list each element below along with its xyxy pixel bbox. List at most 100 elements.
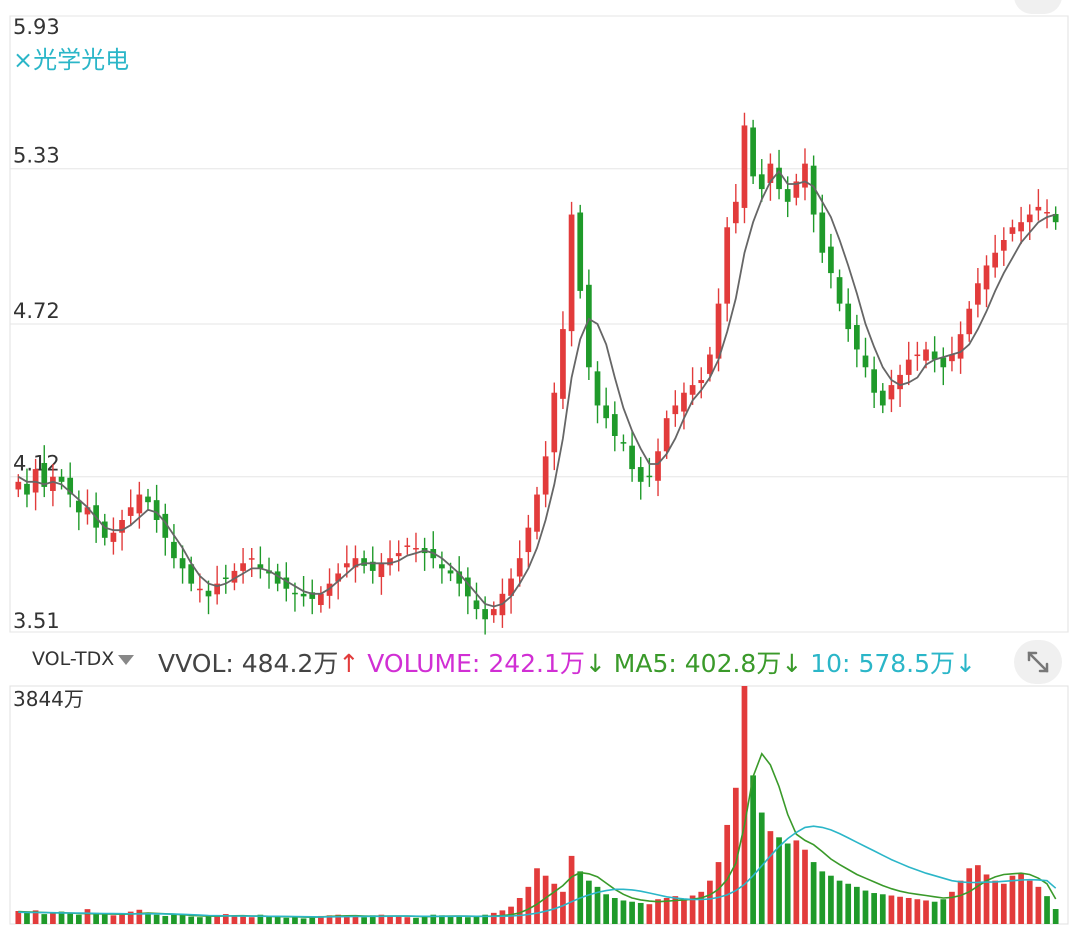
candle: [940, 357, 947, 368]
candle: [663, 418, 670, 452]
candle: [127, 507, 134, 516]
volume-bar: [231, 915, 238, 924]
volume-bar: [646, 904, 653, 924]
candle: [707, 354, 713, 374]
volume-bar: [335, 914, 342, 924]
vvol-arrow: ↑: [338, 649, 360, 678]
volume-bar: [309, 916, 316, 924]
candle: [975, 283, 981, 305]
volume-bar: [975, 865, 981, 924]
volume-bar: [222, 914, 229, 924]
candle: [888, 385, 895, 400]
volume-ma10-line: [18, 825, 1057, 918]
candle: [681, 392, 687, 412]
ma10-value: 578.5万: [858, 649, 956, 678]
candle: [326, 583, 333, 596]
volume-bar: [637, 902, 644, 924]
candle: [983, 265, 990, 290]
candle: [966, 308, 973, 335]
candle: [1035, 206, 1042, 211]
candle: [15, 481, 22, 490]
stock-label: ×光学光电: [13, 46, 129, 74]
volume-bar: [923, 900, 929, 924]
volume-bar: [853, 886, 860, 924]
ma5-label: MA5:: [613, 649, 677, 678]
candle: [923, 349, 929, 361]
candle: [318, 593, 324, 606]
candle: [828, 246, 834, 274]
candle: [620, 442, 627, 444]
candle: [741, 125, 748, 208]
candle: [447, 570, 454, 574]
candle: [931, 351, 938, 360]
candle: [240, 563, 246, 571]
volume-header: VOL-TDX VVOL: 484.2万↑ VOLUME: 242.1万↓ MA…: [0, 640, 1080, 684]
volume-bar: [171, 914, 177, 924]
volume-bar: [914, 899, 921, 924]
expand-button[interactable]: [1014, 640, 1062, 684]
candle: [698, 380, 705, 384]
vvol-label: VVOL:: [158, 649, 234, 678]
candle: [871, 369, 877, 393]
candle: [750, 127, 756, 177]
candle: [283, 577, 290, 589]
volume-bar: [240, 916, 246, 924]
volume-bar: [776, 837, 782, 924]
volume-bar: [966, 868, 973, 924]
volume-bar: [732, 787, 739, 924]
volume-bar: [127, 911, 134, 924]
volume-chart-panel[interactable]: 3844万: [0, 684, 1080, 939]
volume-bar: [707, 880, 713, 924]
volume-bar: [153, 914, 160, 924]
volume-bar: [663, 897, 670, 924]
volume-bar: [525, 886, 532, 924]
candle: [352, 558, 359, 568]
collapse-button[interactable]: [1014, 0, 1062, 14]
volume-bar: [352, 916, 359, 924]
volume-bar: [257, 914, 264, 924]
candle: [836, 277, 843, 304]
candle: [274, 571, 281, 584]
ma5-value: 402.8万: [684, 649, 782, 678]
candle: [188, 564, 195, 584]
candle: [594, 371, 601, 406]
candle: [525, 527, 532, 553]
volume-bar: [32, 910, 39, 924]
volume-bar: [136, 909, 143, 924]
volume-bar: [24, 912, 30, 924]
volume-bar: [949, 891, 955, 924]
volume-bar: [620, 900, 627, 924]
candle: [568, 214, 575, 332]
indicator-selector[interactable]: VOL-TDX: [32, 648, 135, 670]
candle: [672, 405, 679, 415]
volume-bar: [248, 917, 255, 924]
candle: [508, 578, 514, 596]
volume-bar: [992, 880, 999, 924]
candle: [758, 174, 765, 190]
candle: [853, 325, 860, 350]
volume-bar: [586, 880, 592, 924]
candlestick-chart: 5.935.334.724.123.51×光学光电: [9, 15, 1069, 635]
volume-bar: [50, 912, 56, 924]
price-chart-panel[interactable]: 5.93 5.33 4.72 4.12 3.51 ×光学光电: [0, 0, 1080, 640]
candle: [214, 583, 221, 595]
candle: [179, 558, 186, 569]
candle: [646, 475, 653, 478]
candle: [810, 165, 817, 215]
y-tick-label: 4.72: [13, 299, 60, 323]
volume-bar: [819, 871, 826, 924]
volume-bar: [1026, 880, 1033, 924]
candle: [387, 558, 393, 566]
candle: [637, 467, 644, 482]
volume-bar: [516, 897, 523, 924]
candle: [162, 513, 169, 538]
volume-bar: [767, 831, 774, 924]
volume-bar: [905, 897, 912, 924]
candle: [413, 548, 419, 550]
candle: [222, 577, 229, 580]
ma5-arrow: ↓: [781, 649, 803, 678]
volume-bar: [75, 914, 82, 924]
candle: [551, 392, 558, 453]
y-tick-label: 3.51: [13, 609, 60, 633]
candle: [992, 252, 999, 268]
